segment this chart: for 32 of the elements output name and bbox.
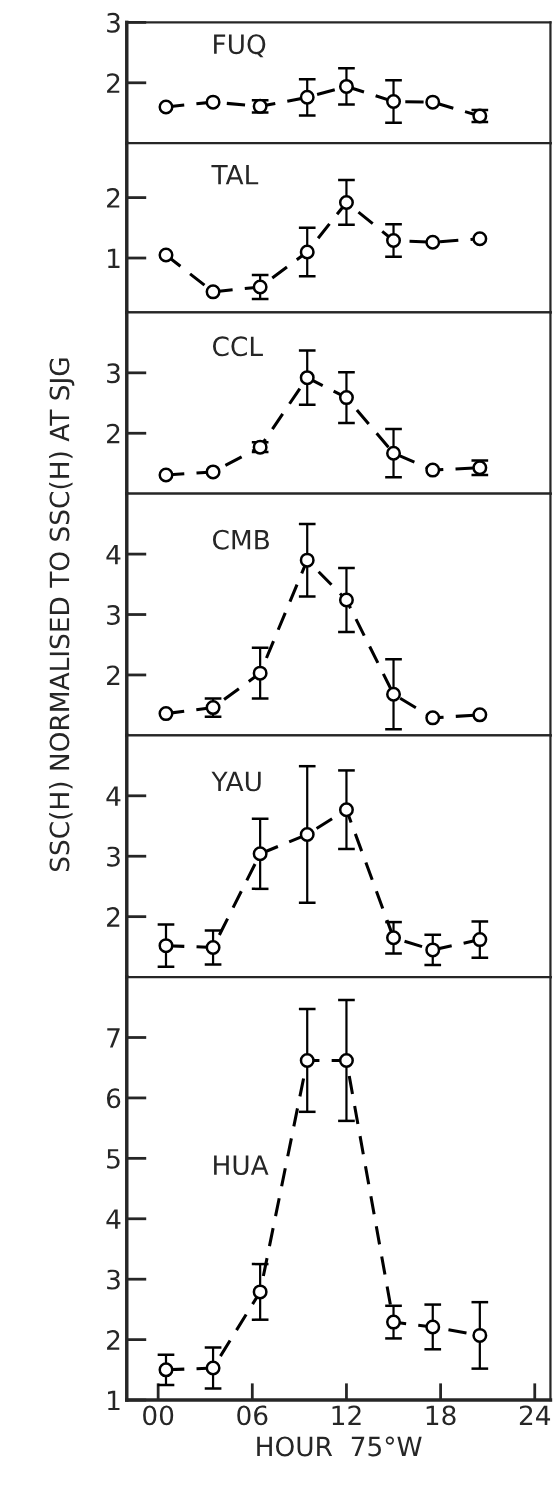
- y-tick-label: 3: [107, 604, 120, 625]
- y-tick-label: 2: [107, 907, 120, 927]
- y-tick-label: 3: [107, 12, 120, 33]
- x-tick-label: 00: [143, 1405, 174, 1426]
- y-tick-label: 2: [107, 1330, 120, 1350]
- y-tick-label: 2: [107, 188, 120, 208]
- y-tick-label: 7: [107, 1028, 120, 1048]
- text: CMB: [212, 529, 269, 550]
- y-tick-label: 4: [106, 1209, 121, 1229]
- chart-title: FUQ: [214, 34, 266, 58]
- x-tick-label: 24: [519, 1405, 551, 1425]
- y-tick-label: 2: [107, 73, 120, 93]
- y-tick-label: 3: [107, 363, 120, 384]
- y-tick-label: 5: [107, 1149, 120, 1169]
- y-tick-label: 2: [107, 665, 120, 685]
- text: TAL: [211, 165, 259, 185]
- y-tick-label: 4: [106, 544, 121, 565]
- y-tick-label: 1: [108, 1390, 120, 1411]
- y-axis-title: SSC(H) NORMALISED TO SSC(H) AT SJG: [49, 358, 75, 872]
- y-tick-label: 1: [108, 248, 120, 269]
- x-axis-title: HOUR 75°W: [257, 1436, 422, 1457]
- text: YAU: [211, 771, 261, 792]
- y-tick-label: 4: [106, 786, 121, 806]
- y-tick-label: 3: [107, 1269, 120, 1290]
- text: HUA: [214, 1155, 269, 1176]
- text: CCL: [212, 336, 263, 357]
- y-tick-label: 3: [107, 846, 120, 867]
- x-tick-label: 06: [237, 1405, 268, 1426]
- y-tick-label: 6: [106, 1088, 121, 1109]
- x-tick-label: 12: [332, 1405, 361, 1425]
- y-tick-label: 2: [107, 423, 120, 444]
- x-tick-label: 18: [426, 1405, 456, 1426]
